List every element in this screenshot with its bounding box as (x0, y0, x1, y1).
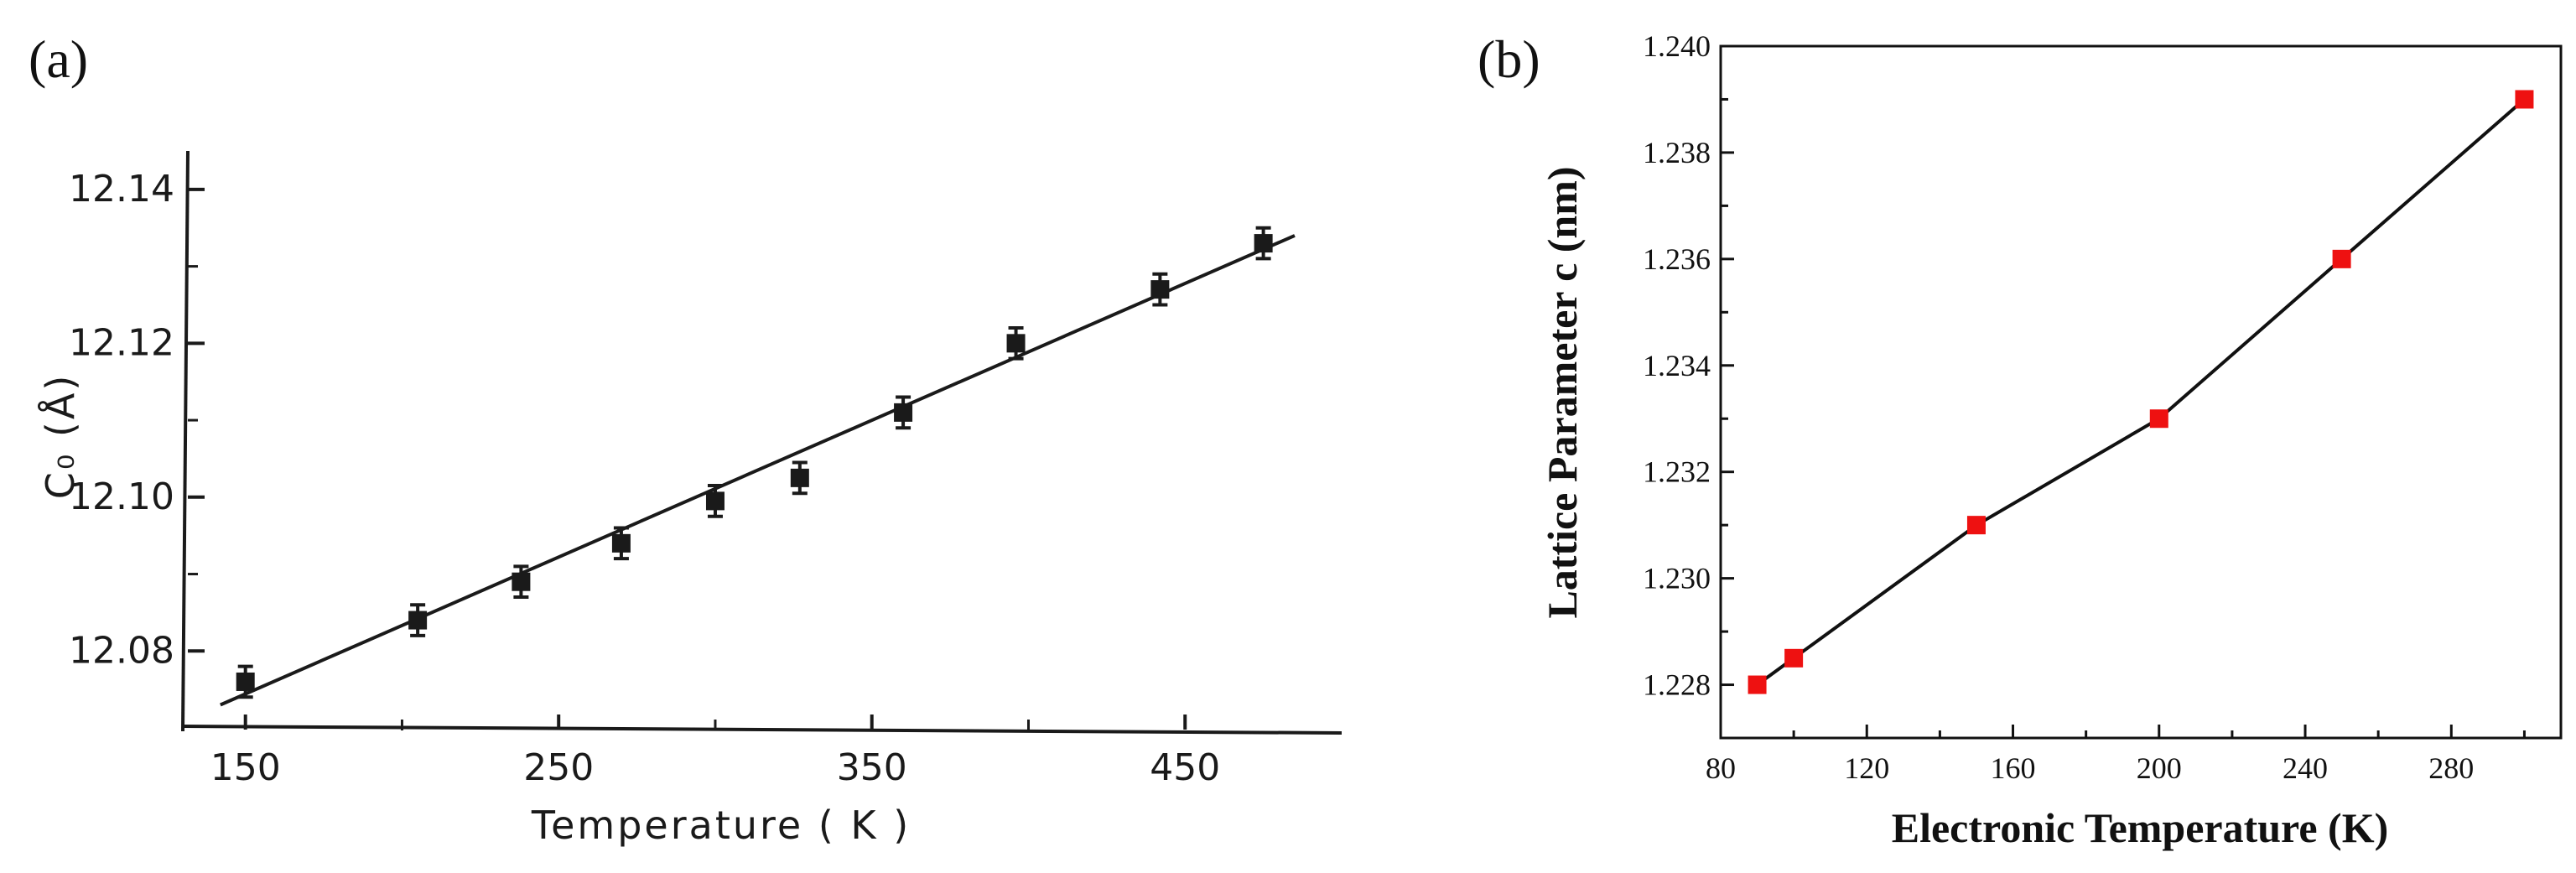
fit-line-a (220, 234, 1296, 707)
data-point-b (2149, 409, 2168, 429)
x-axis-a (182, 725, 1343, 735)
y-tick-label-a: 12.08 (69, 629, 174, 672)
data-point-a (1006, 334, 1026, 353)
y-tick-label-b: 1.240 (1643, 29, 1711, 63)
y-tick-label-b: 1.228 (1643, 668, 1711, 702)
data-point-a (1150, 280, 1170, 299)
data-point-b (2332, 249, 2351, 268)
y-ticks-a: 12.08 12.10 12.12 12.14 (69, 168, 205, 672)
y-tick-label-b: 1.236 (1643, 242, 1711, 276)
data-point-a (790, 468, 809, 487)
data-point-b (1748, 675, 1767, 694)
x-tick-label-a: 350 (837, 746, 907, 789)
series-line-b (1756, 97, 2526, 687)
data-point-a (1254, 234, 1273, 253)
data-point-b (1966, 516, 1986, 535)
x-axis-label-a: Temperature ( K ) (531, 803, 911, 848)
x-tick-label-b: 120 (1844, 751, 1889, 785)
data-points-b (1748, 90, 2534, 694)
x-tick-label-b: 240 (2283, 751, 2328, 785)
data-point-a (894, 403, 913, 422)
y-tick-label-b: 1.234 (1643, 349, 1711, 382)
panel-label-b: (b) (1478, 29, 1540, 89)
data-point-a (236, 672, 255, 691)
data-point-a (512, 572, 531, 591)
y-tick-label-a: 12.10 (69, 475, 174, 518)
chart-b: (b) 1.2281.2301.2321.2341.2361.2381.240 … (1478, 29, 2563, 851)
x-ticks-b: 80 120 160 200 240 280 (1706, 725, 2526, 785)
x-tick-label-b: 160 (1991, 751, 2036, 785)
y-tick-label-b: 1.232 (1643, 455, 1711, 489)
x-tick-label-b: 80 (1706, 751, 1736, 785)
chart-a: (a) 12.08 12.10 12.12 12.14 150 250 350 450 C₀… (29, 29, 1343, 848)
y-axis-label-b: Lattice Parameter c (nm) (1539, 166, 1586, 618)
x-axis-label-b: Electronic Temperature (K) (1892, 804, 2388, 851)
panel-label-a: (a) (29, 29, 88, 89)
y-axis-label-a: C₀ (Å) (38, 373, 83, 500)
x-tick-label-a: 250 (523, 746, 594, 789)
data-point-a (408, 611, 428, 630)
data-points-a (236, 226, 1273, 699)
data-point-b (1784, 648, 1804, 668)
fit-line-segment-a (220, 234, 1296, 707)
y-axis-a (181, 150, 190, 732)
y-tick-label-a: 12.14 (69, 168, 174, 210)
data-point-a (705, 491, 724, 511)
x-tick-label-a: 150 (210, 746, 281, 789)
x-ticks-a: 150 250 350 450 (210, 715, 1220, 789)
y-tick-label-b: 1.238 (1643, 136, 1711, 169)
y-ticks-b: 1.228 1.230 1.232 1.234 1.236 1.238 1.240 (1643, 29, 1734, 702)
series-polyline-b (1756, 97, 2526, 687)
data-point-b (2515, 90, 2534, 109)
y-tick-label-b: 1.230 (1643, 562, 1711, 595)
data-point-a (611, 533, 631, 553)
x-tick-label-a: 450 (1150, 746, 1220, 789)
y-tick-label-a: 12.12 (69, 321, 174, 364)
plot-frame-b (1719, 44, 2563, 740)
x-tick-label-b: 200 (2137, 751, 2182, 785)
x-tick-label-b: 280 (2428, 751, 2474, 785)
